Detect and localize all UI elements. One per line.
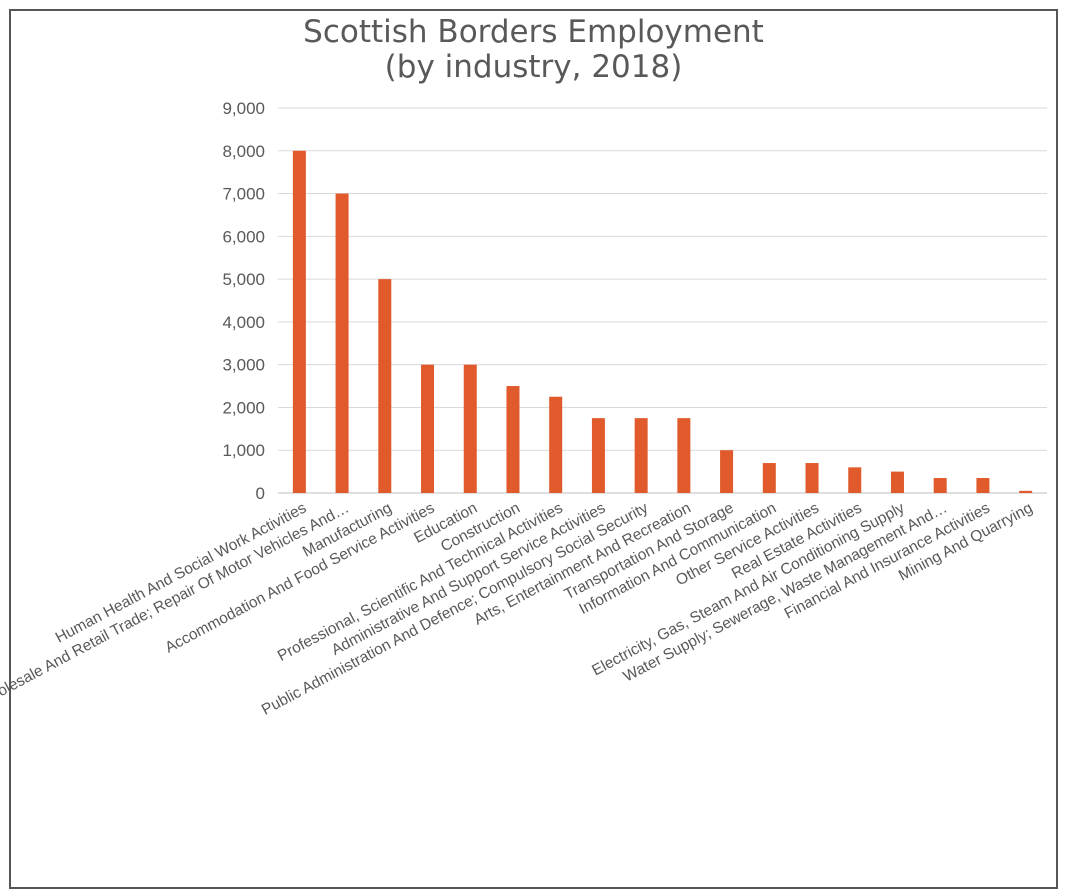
- x-category-label: Wholesale And Retail Trade; Repair Of Mo…: [0, 500, 352, 712]
- y-axis-tick-labels: 0 1,000 2,000 3,000 4,000 5,000 6,000 7,000 8,00…: [222, 99, 265, 503]
- x-category-label: Human Health And Social Work Activities: [53, 499, 310, 646]
- y-tick-label: 2,000: [222, 398, 265, 417]
- bar: [592, 418, 605, 493]
- bar: [549, 397, 562, 493]
- bar: [677, 418, 690, 493]
- y-tick-label: 8,000: [222, 142, 265, 161]
- bar: [848, 467, 861, 493]
- bar: [976, 478, 989, 493]
- bar: [720, 450, 733, 493]
- y-tick-label: 0: [256, 484, 265, 503]
- bar: [891, 472, 904, 493]
- bar: [763, 463, 776, 493]
- y-tick-label: 5,000: [222, 270, 265, 289]
- x-axis-category-labels: Human Health And Social Work ActivitiesW…: [0, 499, 1036, 718]
- y-tick-label: 3,000: [222, 356, 265, 375]
- y-tick-label: 4,000: [222, 313, 265, 332]
- bar: [464, 365, 477, 493]
- gridlines: [278, 108, 1047, 493]
- bar: [506, 386, 519, 493]
- bar: [806, 463, 819, 493]
- y-tick-label: 1,000: [222, 441, 265, 460]
- bar: [635, 418, 648, 493]
- bar: [378, 279, 391, 493]
- bar: [336, 194, 349, 493]
- y-tick-label: 6,000: [222, 227, 265, 246]
- bar: [1019, 491, 1032, 493]
- bar: [421, 365, 434, 493]
- y-tick-label: 9,000: [222, 99, 265, 118]
- bar: [293, 151, 306, 493]
- y-tick-label: 7,000: [222, 185, 265, 204]
- bar: [934, 478, 947, 493]
